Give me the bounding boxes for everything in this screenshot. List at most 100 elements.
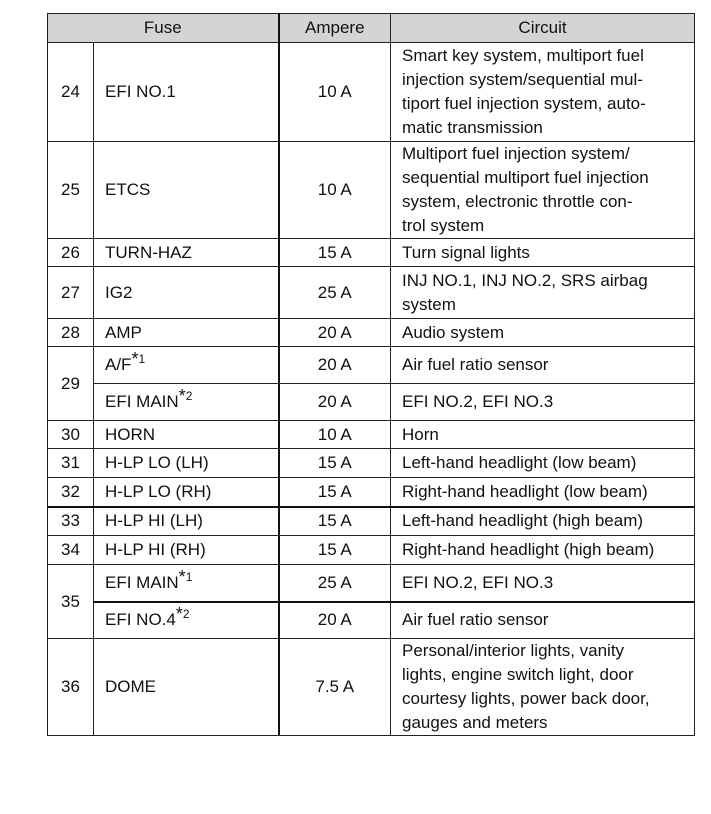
header-row: Fuse Ampere Circuit <box>46 13 696 43</box>
fuse-name: H-LP LO (RH) <box>92 477 280 507</box>
fuse-name-text: EFI NO.4 <box>105 610 176 630</box>
fuse-name-text: A/F <box>105 355 132 374</box>
fuse-name: EFI MAIN*2 <box>92 383 280 421</box>
fuse-name-text: DOME <box>105 677 156 696</box>
fuse-number: 27 <box>47 266 94 319</box>
table-row: EFI MAIN*2 20 A EFI NO.2, EFI NO.3 <box>48 383 696 421</box>
fuse-name: AMP <box>92 318 280 347</box>
fuse-name: HORN <box>92 420 280 449</box>
header-circuit: Circuit <box>390 13 696 43</box>
ampere-value: 25 A <box>277 266 392 319</box>
circuit-description: EFI NO.2, EFI NO.3 <box>390 564 696 602</box>
fuse-name: DOME <box>92 638 280 736</box>
table-row: 24 EFI NO.1 10 A Smart key system, multipor… <box>47 42 696 142</box>
circuit-description: Horn <box>390 420 696 449</box>
footnote-mark: *1 <box>131 349 146 369</box>
footnote-number: 1 <box>138 352 146 366</box>
fuse-name-text: EFI MAIN <box>105 392 179 411</box>
ampere-value: 7.5 A <box>277 638 392 736</box>
fuse-name: ETCS <box>92 141 280 239</box>
fuse-number: 26 <box>47 238 94 267</box>
table-row: EFI NO.4*2 20 A Air fuel ratio sensor <box>48 600 696 639</box>
table-row: 25 ETCS 10 A Multiport fuel injection syste… <box>47 141 696 239</box>
table-row: 26 TURN-HAZ 15 A Turn signal lights <box>47 238 696 267</box>
fuse-number: 35 <box>47 564 94 639</box>
fuse-name: EFI NO.1 <box>92 42 280 142</box>
table-row: 36 DOME 7.5 A Personal/interior lights, van… <box>47 638 696 736</box>
ampere-value: 20 A <box>277 318 392 347</box>
circuit-description: Smart key system, multiport fuel injecti… <box>390 42 696 142</box>
fuse-name-text: H-LP HI (LH) <box>105 511 203 531</box>
fuse-number: 25 <box>47 141 94 239</box>
fuse-table: Fuse Ampere Circuit 24 EFI NO.1 10 A Smart … <box>46 13 696 736</box>
ampere-value: 20 A <box>277 600 392 639</box>
circuit-description: Turn signal lights <box>390 238 696 267</box>
circuit-description: Left-hand headlight (high beam) <box>390 505 696 536</box>
footnote-number: 1 <box>185 569 193 584</box>
circuit-description: Air fuel ratio sensor <box>390 346 696 384</box>
fuse-name-text: HORN <box>105 424 156 444</box>
fuse-name: H-LP HI (RH) <box>92 535 280 565</box>
circuit-description: Air fuel ratio sensor <box>390 600 696 639</box>
footnote-mark: *2 <box>175 604 190 625</box>
fuse-name: IG2 <box>92 266 280 319</box>
table-row: 30 HORN 10 A Horn <box>47 420 696 449</box>
fuse-name-text: H-LP LO (RH) <box>105 481 212 501</box>
ampere-value: 10 A <box>277 420 392 449</box>
table-row: 32 H-LP LO (RH) 15 A Right-hand headlight (… <box>47 477 696 507</box>
table-row: 27 IG2 25 A INJ NO.1, INJ NO.2, SRS airbag … <box>47 266 696 319</box>
header-ampere: Ampere <box>277 13 392 43</box>
table-row: 35 EFI MAIN*1 25 A EFI NO.2, EFI NO.3 <box>47 564 696 639</box>
fuse-name-text: IG2 <box>105 282 133 302</box>
footnote-mark: *2 <box>178 386 193 406</box>
fuse-name-text: AMP <box>105 322 142 342</box>
ampere-value: 15 A <box>277 535 392 565</box>
footnote-number: 2 <box>182 607 190 622</box>
table-row: 31 H-LP LO (LH) 15 A Left-hand headlight (l… <box>47 448 696 478</box>
fuse-name-text: H-LP LO (LH) <box>105 453 209 472</box>
fuse-number: 33 <box>47 505 94 536</box>
header-fuse: Fuse <box>46 13 280 43</box>
fuse-name-text: H-LP HI (RH) <box>105 540 206 559</box>
table-row: 28 AMP 20 A Audio system <box>47 318 696 347</box>
footnote-mark: *1 <box>178 566 193 587</box>
fuse-name-text: ETCS <box>105 180 151 199</box>
ampere-value: 20 A <box>277 346 392 384</box>
circuit-description: Audio system <box>390 318 696 347</box>
ampere-value: 20 A <box>277 383 392 421</box>
fuse-name: H-LP HI (LH) <box>92 505 280 536</box>
ampere-value: 15 A <box>277 238 392 267</box>
ampere-value: 25 A <box>277 564 392 602</box>
footnote-number: 2 <box>185 389 193 403</box>
fuse-number: 34 <box>47 535 94 565</box>
circuit-description: Right-hand headlight (low beam) <box>390 477 696 507</box>
circuit-description: Right-hand headlight (high beam) <box>390 535 696 565</box>
fuse-name-text: TURN-HAZ <box>105 242 192 262</box>
fuse-number: 24 <box>47 42 94 142</box>
fuse-number: 36 <box>47 638 94 736</box>
table-row: 33 H-LP HI (LH) 15 A Left-hand headlight (h… <box>47 505 696 536</box>
fuse-number: 31 <box>47 448 94 478</box>
fuse-name: H-LP LO (LH) <box>92 448 280 478</box>
ampere-value: 15 A <box>277 477 392 507</box>
fuse-name-text: EFI NO.1 <box>105 82 176 101</box>
ampere-value: 10 A <box>277 42 392 142</box>
fuse-name: EFI MAIN*1 <box>92 564 280 602</box>
circuit-description: INJ NO.1, INJ NO.2, SRS airbag system <box>390 266 696 319</box>
fuse-number: 32 <box>47 477 94 507</box>
fuse-name: TURN-HAZ <box>92 238 280 267</box>
fuse-name-text: EFI MAIN <box>105 572 179 592</box>
circuit-description: Left-hand headlight (low beam) <box>390 448 696 478</box>
fuse-number: 29 <box>47 346 94 421</box>
ampere-value: 15 A <box>277 448 392 478</box>
table-row: 34 H-LP HI (RH) 15 A Right-hand headlight (… <box>47 535 696 565</box>
fuse-number: 30 <box>47 420 94 449</box>
ampere-value: 15 A <box>277 505 392 536</box>
fuse-name: EFI NO.4*2 <box>92 600 280 639</box>
circuit-description: Personal/interior lights, vanity lights,… <box>390 638 696 736</box>
circuit-description: Multiport fuel injection system/ sequent… <box>390 141 696 239</box>
table-row: 29 A/F*1 20 A Air fuel ratio sensor <box>47 346 696 421</box>
fuse-name: A/F*1 <box>92 346 280 384</box>
ampere-value: 10 A <box>277 141 392 239</box>
circuit-description: EFI NO.2, EFI NO.3 <box>390 383 696 421</box>
